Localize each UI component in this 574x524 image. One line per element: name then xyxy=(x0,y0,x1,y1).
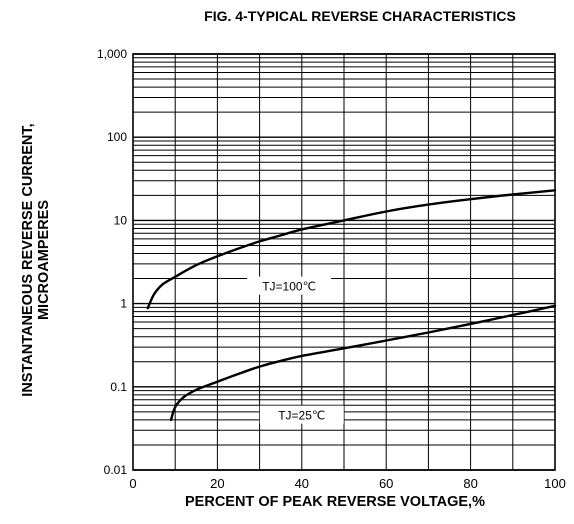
x-tick-label: 0 xyxy=(129,476,136,491)
y-tick-label: 1 xyxy=(120,297,127,311)
x-tick-label: 100 xyxy=(544,476,566,491)
y-tick-label: 100 xyxy=(107,130,127,144)
x-tick-label: 60 xyxy=(379,476,393,491)
series-label-0: TJ=100℃ xyxy=(262,280,316,294)
y-tick-label: 0.01 xyxy=(104,463,128,477)
chart-title: FIG. 4-TYPICAL REVERSE CHARACTERISTICS xyxy=(204,8,516,24)
y-axis-label-line1: INSTANTANEOUS REVERSE CURRENT, xyxy=(20,123,36,397)
x-tick-label: 80 xyxy=(463,476,477,491)
series-line-1 xyxy=(169,304,557,422)
x-axis-label: PERCENT OF PEAK REVERSE VOLTAGE,% xyxy=(185,494,485,510)
series-label-bg-1 xyxy=(259,405,344,424)
y-axis-label: INSTANTANEOUS REVERSE CURRENT, MICROAMPE… xyxy=(0,60,70,460)
y-tick-label: 1,000 xyxy=(97,47,127,61)
y-tick-label: 0.1 xyxy=(110,380,127,394)
series-line-0 xyxy=(146,189,557,310)
series-label-1: TJ=25℃ xyxy=(278,409,325,423)
y-tick-label: 10 xyxy=(114,213,128,227)
x-tick-label: 40 xyxy=(295,476,309,491)
series-label-bg-0 xyxy=(247,276,332,295)
y-axis-label-line2: MICROAMPERES xyxy=(36,199,52,321)
plot-frame xyxy=(132,53,556,471)
x-tick-label: 20 xyxy=(210,476,224,491)
